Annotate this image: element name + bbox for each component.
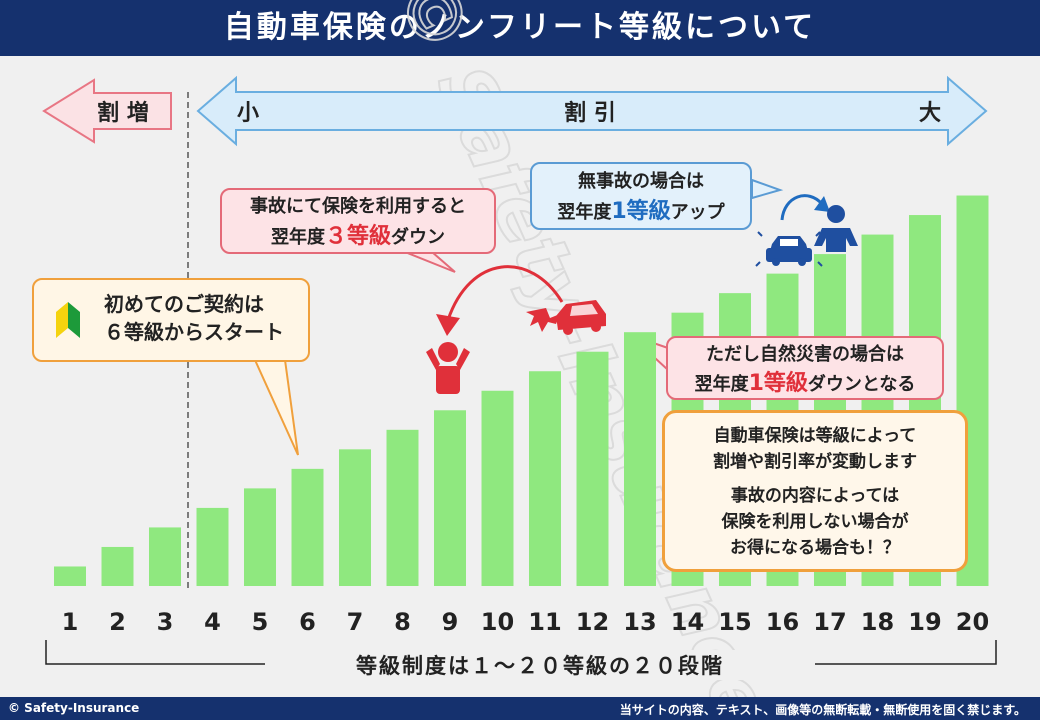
footer-copyright: © Safety-Insurance: [8, 701, 140, 715]
page-title: 自動車保険のノンフリート等級について: [223, 10, 817, 45]
accident-grade-down: ３等級: [324, 224, 391, 249]
accident-line2-post: ダウン: [391, 227, 445, 248]
crashed-car-icon: [526, 300, 606, 335]
bar-grade-5: [244, 488, 276, 586]
tick-label-13: 13: [623, 608, 656, 636]
tick-label-6: 6: [299, 608, 316, 636]
no-accident-line2-post: アップ: [670, 202, 725, 223]
tick-label-20: 20: [956, 608, 989, 636]
bar-grade-7: [339, 449, 371, 586]
no-accident-line2-pre: 翌年度: [557, 202, 612, 223]
no-accident-line1: 無事故の場合は: [578, 171, 704, 192]
increase-arrow: [42, 78, 172, 144]
tick-label-9: 9: [442, 608, 459, 636]
disaster-line2-pre: 翌年度: [694, 374, 749, 395]
confident-person-icon: [814, 205, 858, 252]
tick-label-7: 7: [347, 608, 364, 636]
disaster-callout: ただし自然災害の場合は 翌年度1等級ダウンとなる: [666, 336, 944, 400]
beginner-tail: [253, 359, 299, 456]
tick-label-14: 14: [671, 608, 704, 636]
accident-callout: 事故にて保険を利用すると 翌年度３等級ダウン: [220, 188, 496, 254]
info-callout: 自動車保険は等級によって 割増や割引率が変動します 事故の内容によっては 保険を…: [662, 410, 968, 572]
bar-grade-10: [481, 390, 514, 586]
disaster-line2-post: ダウンとなる: [807, 374, 916, 395]
discount-label: 割 引: [564, 100, 616, 126]
tick-label-2: 2: [109, 608, 126, 636]
bar-grade-11: [529, 371, 561, 586]
info-line3: 事故の内容によっては: [730, 486, 900, 506]
accident-line1: 事故にて保険を利用すると: [250, 196, 466, 217]
beginner-line1: 初めてのご契約は: [104, 292, 264, 316]
beginner-line2: ６等級からスタート: [104, 320, 284, 344]
increase-label: 割 増: [97, 100, 149, 126]
disaster-line1: ただし自然災害の場合は: [706, 344, 904, 365]
tick-label-18: 18: [861, 608, 894, 636]
bar-grade-12: [576, 351, 609, 586]
no-accident-grade-up: 1等級: [611, 199, 671, 224]
no-accident-tail: [751, 178, 784, 200]
tick-label-3: 3: [157, 608, 174, 636]
tick-label-8: 8: [394, 608, 411, 636]
header-bar: [0, 0, 1040, 56]
tick-label-16: 16: [766, 608, 799, 636]
info-line4: 保険を利用しない場合が: [721, 512, 909, 532]
tick-label-12: 12: [576, 608, 609, 636]
info-line2: 割増や割引率が変動します: [713, 452, 917, 472]
bar-grade-2: [101, 546, 134, 586]
info-line5: お得になる場合も！？: [730, 538, 900, 558]
upgrade-arrowhead: [814, 196, 830, 212]
footer-bar: © Safety-Insurance 当サイトの内容、テキスト、画像等の無断転載…: [0, 697, 1040, 720]
tick-label-19: 19: [908, 608, 941, 636]
accident-tail: [404, 251, 456, 273]
tick-label-4: 4: [204, 608, 221, 636]
distressed-person-icon: [426, 342, 470, 394]
bar-grade-13: [624, 332, 656, 586]
tick-label-10: 10: [481, 608, 514, 636]
small-label: 小: [237, 101, 259, 126]
tick-label-1: 1: [62, 608, 79, 636]
safe-car-icon: [755, 231, 823, 267]
tick-label-5: 5: [252, 608, 269, 636]
accident-arrowhead: [436, 314, 460, 336]
disaster-grade-down: 1等級: [748, 371, 808, 396]
grade-system-label: 等級制度は１～２０等級の２０段階: [356, 654, 724, 678]
beginner-mark-icon: [56, 302, 80, 338]
bar-grade-9: [434, 410, 466, 586]
bar-grade-4: [196, 507, 229, 586]
tick-label-15: 15: [718, 608, 751, 636]
bar-grade-6: [291, 468, 324, 586]
beginner-callout: 初めてのご契約は ６等級からスタート: [32, 278, 310, 362]
large-label: 大: [919, 101, 941, 126]
info-line1: 自動車保険は等級によって: [713, 426, 917, 446]
discount-arrow: [196, 75, 988, 147]
bar-grade-3: [149, 527, 181, 586]
tick-label-11: 11: [528, 608, 561, 636]
bar-grade-1: [54, 566, 86, 586]
bar-grade-8: [386, 429, 419, 586]
upgrade-arrow: [780, 194, 824, 221]
accident-arrow: [446, 265, 564, 321]
no-accident-callout: 無事故の場合は 翌年度1等級アップ: [530, 162, 752, 230]
accident-line2-pre: 翌年度: [270, 227, 325, 248]
tick-label-17: 17: [813, 608, 846, 636]
footer-notice: 当サイトの内容、テキスト、画像等の無断転載・無断使用を固く禁じます。: [619, 703, 1026, 717]
